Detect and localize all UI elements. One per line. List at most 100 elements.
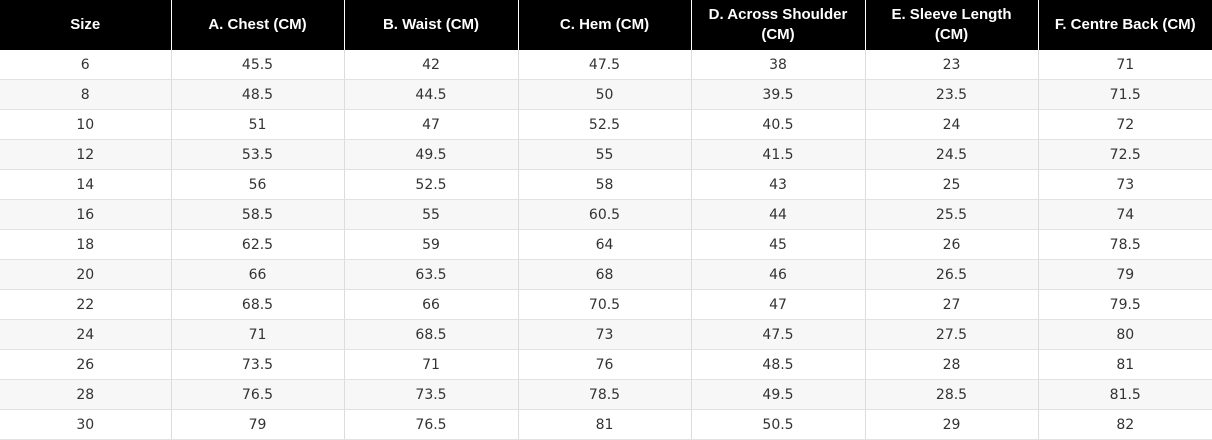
table-row: 26 73.5 71 76 48.5 28 81 <box>0 349 1212 380</box>
cell-chest: 76.5 <box>170 379 344 410</box>
cell-chest: 56 <box>170 169 344 200</box>
table-row: 8 48.5 44.5 50 39.5 23.5 71.5 <box>0 79 1212 110</box>
cell-centre-back: 79 <box>1037 259 1212 290</box>
cell-across-shoulder: 43 <box>690 169 865 200</box>
cell-size: 16 <box>0 199 171 230</box>
cell-across-shoulder: 38 <box>690 50 865 80</box>
cell-sleeve-length: 27 <box>864 289 1038 320</box>
header-waist: B. Waist (CM) <box>343 0 518 50</box>
cell-size: 6 <box>0 50 171 80</box>
cell-waist: 59 <box>343 229 518 260</box>
cell-sleeve-length: 25.5 <box>864 199 1038 230</box>
cell-hem: 81 <box>517 409 691 440</box>
table-row: 28 76.5 73.5 78.5 49.5 28.5 81.5 <box>0 379 1212 410</box>
cell-chest: 53.5 <box>170 139 344 170</box>
cell-centre-back: 71.5 <box>1037 79 1212 110</box>
table-row: 24 71 68.5 73 47.5 27.5 80 <box>0 319 1212 350</box>
header-hem: C. Hem (CM) <box>517 0 691 50</box>
cell-sleeve-length: 27.5 <box>864 319 1038 350</box>
cell-size: 30 <box>0 409 171 440</box>
cell-hem: 52.5 <box>517 109 691 140</box>
table-row: 30 79 76.5 81 50.5 29 82 <box>0 409 1212 440</box>
cell-across-shoulder: 47 <box>690 289 865 320</box>
table-row: 14 56 52.5 58 43 25 73 <box>0 169 1212 200</box>
table-row: 18 62.5 59 64 45 26 78.5 <box>0 229 1212 260</box>
cell-size: 14 <box>0 169 171 200</box>
cell-waist: 44.5 <box>343 79 518 110</box>
cell-waist: 76.5 <box>343 409 518 440</box>
cell-sleeve-length: 23 <box>864 50 1038 80</box>
cell-waist: 49.5 <box>343 139 518 170</box>
cell-centre-back: 72.5 <box>1037 139 1212 170</box>
cell-chest: 48.5 <box>170 79 344 110</box>
cell-size: 8 <box>0 79 171 110</box>
cell-sleeve-length: 25 <box>864 169 1038 200</box>
cell-across-shoulder: 41.5 <box>690 139 865 170</box>
cell-sleeve-length: 24 <box>864 109 1038 140</box>
cell-waist: 63.5 <box>343 259 518 290</box>
cell-hem: 70.5 <box>517 289 691 320</box>
cell-size: 20 <box>0 259 171 290</box>
cell-centre-back: 72 <box>1037 109 1212 140</box>
cell-hem: 64 <box>517 229 691 260</box>
cell-centre-back: 80 <box>1037 319 1212 350</box>
cell-waist: 66 <box>343 289 518 320</box>
cell-across-shoulder: 45 <box>690 229 865 260</box>
cell-size: 26 <box>0 349 171 380</box>
cell-chest: 71 <box>170 319 344 350</box>
cell-centre-back: 82 <box>1037 409 1212 440</box>
cell-centre-back: 78.5 <box>1037 229 1212 260</box>
cell-centre-back: 79.5 <box>1037 289 1212 320</box>
cell-sleeve-length: 26 <box>864 229 1038 260</box>
cell-size: 12 <box>0 139 171 170</box>
cell-sleeve-length: 28 <box>864 349 1038 380</box>
cell-size: 24 <box>0 319 171 350</box>
cell-across-shoulder: 47.5 <box>690 319 865 350</box>
cell-hem: 60.5 <box>517 199 691 230</box>
cell-hem: 50 <box>517 79 691 110</box>
cell-across-shoulder: 40.5 <box>690 109 865 140</box>
table-body: 6 45.5 42 47.5 38 23 71 8 48.5 44.5 50 39.5 23.5 71.5… <box>0 50 1212 440</box>
cell-across-shoulder: 39.5 <box>690 79 865 110</box>
cell-across-shoulder: 48.5 <box>690 349 865 380</box>
cell-waist: 55 <box>343 199 518 230</box>
table-row: 20 66 63.5 68 46 26.5 79 <box>0 259 1212 290</box>
cell-centre-back: 73 <box>1037 169 1212 200</box>
cell-chest: 58.5 <box>170 199 344 230</box>
header-across-shoulder: D. Across Shoulder (CM) <box>690 0 865 50</box>
cell-sleeve-length: 24.5 <box>864 139 1038 170</box>
cell-chest: 45.5 <box>170 50 344 80</box>
cell-waist: 42 <box>343 50 518 80</box>
cell-hem: 73 <box>517 319 691 350</box>
cell-across-shoulder: 49.5 <box>690 379 865 410</box>
cell-across-shoulder: 44 <box>690 199 865 230</box>
cell-chest: 62.5 <box>170 229 344 260</box>
cell-hem: 68 <box>517 259 691 290</box>
cell-size: 22 <box>0 289 171 320</box>
cell-sleeve-length: 28.5 <box>864 379 1038 410</box>
cell-sleeve-length: 26.5 <box>864 259 1038 290</box>
header-sleeve-length: E. Sleeve Length (CM) <box>864 0 1038 50</box>
cell-hem: 58 <box>517 169 691 200</box>
cell-hem: 78.5 <box>517 379 691 410</box>
cell-size: 28 <box>0 379 171 410</box>
header-row: Size A. Chest (CM) B. Waist (CM) C. Hem … <box>0 0 1212 50</box>
table-row: 6 45.5 42 47.5 38 23 71 <box>0 50 1212 80</box>
cell-hem: 55 <box>517 139 691 170</box>
cell-waist: 68.5 <box>343 319 518 350</box>
cell-chest: 73.5 <box>170 349 344 380</box>
header-centre-back: F. Centre Back (CM) <box>1037 0 1212 50</box>
cell-centre-back: 81.5 <box>1037 379 1212 410</box>
cell-chest: 66 <box>170 259 344 290</box>
cell-across-shoulder: 46 <box>690 259 865 290</box>
table-row: 22 68.5 66 70.5 47 27 79.5 <box>0 289 1212 320</box>
table-row: 10 51 47 52.5 40.5 24 72 <box>0 109 1212 140</box>
cell-hem: 76 <box>517 349 691 380</box>
cell-hem: 47.5 <box>517 50 691 80</box>
table-header: Size A. Chest (CM) B. Waist (CM) C. Hem … <box>0 0 1212 50</box>
cell-waist: 52.5 <box>343 169 518 200</box>
cell-centre-back: 71 <box>1037 50 1212 80</box>
header-chest: A. Chest (CM) <box>170 0 344 50</box>
table-row: 16 58.5 55 60.5 44 25.5 74 <box>0 199 1212 230</box>
